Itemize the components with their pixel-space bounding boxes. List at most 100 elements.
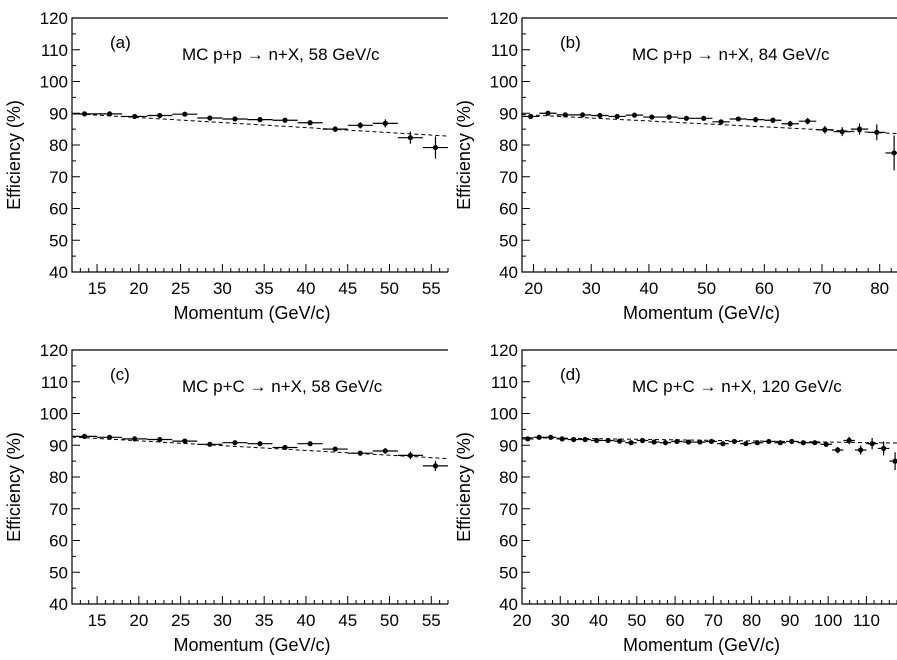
marker: [307, 441, 313, 447]
marker: [257, 117, 263, 123]
y-tick-label: 50: [499, 563, 518, 582]
marker: [662, 440, 669, 446]
panel-label: (d): [560, 365, 581, 384]
data-point: [671, 438, 683, 445]
marker: [562, 112, 568, 118]
chart-panel-a: 40 50 60 70 80 90 100 110 120 15 20 25 30 35 40 45 50 55 M…: [4, 9, 449, 323]
marker: [559, 436, 565, 442]
data-point: [682, 439, 695, 445]
data-point: [172, 438, 198, 444]
data-point: [740, 441, 752, 447]
data-point: [608, 113, 626, 120]
x-tick-label: 20: [129, 611, 148, 630]
marker: [701, 115, 707, 121]
y-tick-label: 60: [49, 532, 68, 551]
data-point: [347, 450, 373, 456]
data-point: [556, 112, 574, 118]
marker: [307, 120, 313, 126]
marker: [582, 436, 588, 443]
y-tick-label: 120: [40, 341, 68, 360]
data-point: [816, 125, 834, 134]
data-point: [877, 441, 890, 456]
y-tick-label: 50: [499, 231, 518, 250]
marker: [789, 438, 795, 445]
marker: [548, 434, 554, 440]
marker: [754, 440, 760, 446]
marker: [597, 112, 603, 119]
data-point: [602, 437, 614, 444]
y-tick-label: 70: [499, 500, 518, 519]
x-tick-label: 60: [755, 279, 774, 298]
marker: [766, 438, 772, 445]
marker: [869, 441, 875, 447]
marker: [892, 458, 897, 464]
marker: [432, 463, 439, 469]
data-point: [648, 439, 660, 445]
panel-title: MC p+p → n+X, 84 GeV/c: [632, 45, 830, 64]
y-tick-label: 90: [499, 436, 518, 455]
marker: [614, 113, 620, 120]
marker: [666, 114, 672, 120]
marker: [697, 439, 703, 445]
y-tick-label: 110: [41, 41, 68, 60]
marker: [846, 437, 852, 444]
marker: [800, 440, 806, 446]
marker: [357, 122, 363, 128]
data-point: [272, 117, 298, 123]
data-point: [573, 112, 592, 118]
marker: [651, 439, 657, 445]
marker: [528, 113, 534, 120]
marker: [232, 116, 238, 122]
x-tick-label: 40: [296, 279, 315, 298]
marker: [107, 434, 113, 440]
x-tick-label: 100: [814, 611, 842, 630]
marker: [81, 111, 88, 117]
panel-label: (c): [110, 365, 130, 384]
y-tick-label: 110: [491, 373, 518, 392]
marker: [579, 112, 586, 118]
data-point: [885, 135, 897, 171]
y-tick-label: 80: [49, 468, 68, 487]
data-point: [751, 440, 764, 446]
x-tick-label: 20: [524, 279, 543, 298]
marker: [708, 438, 715, 445]
panel-label: (b): [560, 33, 581, 52]
marker: [132, 113, 138, 120]
data-point: [868, 124, 886, 141]
x-tick-label: 55: [422, 279, 441, 298]
data-point: [591, 112, 609, 119]
marker: [835, 447, 841, 453]
data-point: [322, 446, 348, 452]
x-tick-label: 60: [666, 611, 685, 630]
marker: [718, 119, 724, 125]
y-axis-title: Efficiency (%): [4, 432, 24, 542]
marker: [822, 127, 828, 133]
y-tick-label: 100: [490, 405, 518, 424]
x-tick-label: 30: [213, 279, 232, 298]
y-tick-label: 60: [499, 200, 518, 219]
y-tick-label: 80: [499, 468, 518, 487]
marker: [357, 450, 363, 456]
marker: [605, 437, 611, 444]
chart-panel-c: 40 50 60 70 80 90 100 110 120 15 20 25 30 35 40 45 50 55 M…: [4, 341, 449, 655]
marker: [649, 114, 655, 120]
marker: [874, 129, 880, 135]
x-tick-label: 25: [171, 611, 190, 630]
data-point: [372, 448, 398, 454]
y-tick-label: 110: [41, 373, 68, 392]
marker: [382, 120, 388, 127]
marker: [81, 433, 88, 439]
data-point: [625, 112, 644, 118]
data-point: [763, 438, 775, 445]
data-point: [172, 111, 198, 117]
x-tick-label: 50: [627, 611, 646, 630]
marker: [432, 144, 439, 151]
y-tick-label: 40: [49, 263, 68, 282]
y-tick-label: 70: [49, 168, 68, 187]
marker: [731, 438, 737, 445]
marker: [743, 441, 749, 447]
data-point: [781, 120, 799, 127]
x-tick-label: 55: [422, 611, 441, 630]
y-tick-label: 40: [49, 595, 68, 614]
